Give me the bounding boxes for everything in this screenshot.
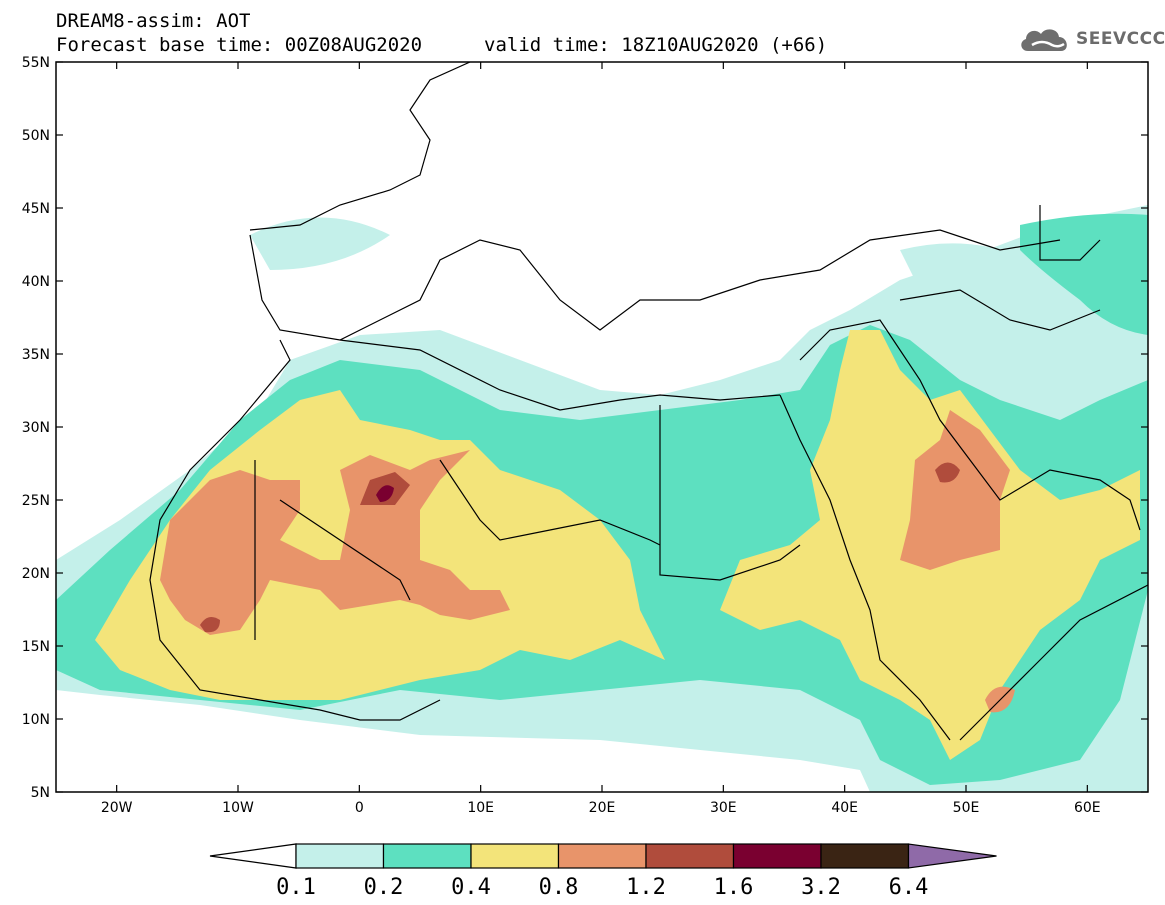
- aot-contour-0.8: [160, 450, 510, 635]
- lat-label: 15N: [22, 639, 50, 655]
- colorbar-cell: [557, 843, 647, 869]
- colorbar-label: 0.1: [276, 875, 316, 900]
- aot-contour-1.2b: [200, 616, 220, 633]
- lat-label: 50N: [22, 128, 50, 144]
- lon-label: 20E: [589, 800, 616, 816]
- colorbar-max-arrow: [907, 843, 997, 869]
- aot-contour-0.1c: [900, 243, 1050, 293]
- lat-label: 25N: [22, 493, 50, 509]
- lon-label: 40E: [831, 800, 858, 816]
- colorbar-label: 1.2: [626, 875, 666, 900]
- lat-label: 30N: [22, 420, 50, 436]
- aot-field: [56, 205, 1148, 792]
- colorbar-label: 0.4: [451, 875, 491, 900]
- lat-label: 40N: [22, 274, 50, 290]
- coastlines: [149, 62, 1148, 741]
- lon-label: 10W: [222, 800, 254, 816]
- colorbar-label: 1.6: [714, 875, 754, 900]
- lon-label: 20W: [101, 800, 133, 816]
- lat-label: 5N: [31, 785, 50, 801]
- lat-label: 20N: [22, 566, 50, 582]
- aot-contour-0.8b: [900, 410, 1010, 570]
- colorbar-cell: [470, 843, 560, 869]
- colorbar-label: 3.2: [801, 875, 841, 900]
- colorbar-label: 0.8: [539, 875, 579, 900]
- colorbar-label: 6.4: [889, 875, 929, 900]
- lat-label: 35N: [22, 347, 50, 363]
- lon-label: 30E: [710, 800, 737, 816]
- logo-text: SEEVCCC: [1076, 29, 1165, 49]
- latitude-axis: 55N 50N 45N 40N 35N 30N 25N 20N 15N 10N 5N: [22, 55, 1148, 801]
- colorbar-cell: [382, 843, 472, 869]
- chart-title: DREAM8-assim: AOT: [56, 10, 251, 32]
- aot-contour-1.6: [376, 485, 394, 502]
- aot-contour-0.2b: [1020, 213, 1148, 335]
- colorbar-cell: [732, 843, 822, 869]
- aot-contour-0.1b: [250, 217, 390, 270]
- colorbar-cell: [645, 843, 735, 869]
- cloud-icon: [1021, 29, 1067, 51]
- forecast-base-time: Forecast base time: 00Z08AUG2020: [56, 34, 423, 56]
- seevccc-logo: SEEVCCC: [1018, 24, 1165, 54]
- aot-contour-1.2c: [935, 462, 960, 483]
- colorbar-min-arrow: [209, 843, 297, 869]
- longitude-axis: 20W 10W 0 10E 20E 30E 40E 50E 60E: [101, 62, 1101, 816]
- lat-label: 55N: [22, 55, 50, 71]
- lon-label: 60E: [1074, 800, 1101, 816]
- lon-label: 50E: [953, 800, 980, 816]
- valid-time: valid time: 18Z10AUG2020 (+66): [484, 34, 828, 56]
- colorbar-label: 0.2: [364, 875, 404, 900]
- colorbar-cell: [820, 843, 910, 869]
- lon-label: 10E: [467, 800, 494, 816]
- colorbar-cell: [295, 843, 385, 869]
- colorbar: 0.1 0.2 0.4 0.8 1.2 1.6 3.2 6.4: [209, 843, 997, 900]
- lat-label: 10N: [22, 712, 50, 728]
- lon-label: 0: [355, 800, 364, 816]
- lat-label: 45N: [22, 201, 50, 217]
